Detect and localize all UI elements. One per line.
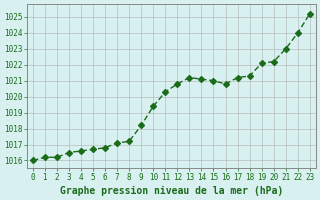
X-axis label: Graphe pression niveau de la mer (hPa): Graphe pression niveau de la mer (hPa): [60, 186, 283, 196]
